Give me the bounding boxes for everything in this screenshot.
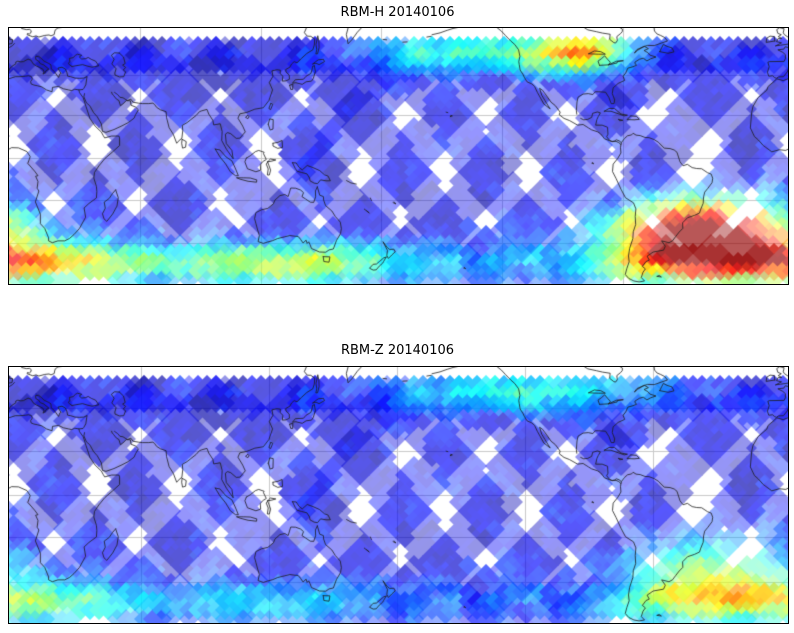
map-canvas-rbm-h [8, 27, 789, 285]
panel-title-rbm-z: RBM-Z 20140106 [340, 343, 455, 358]
panel-title-rbm-h: RBM-H 20140106 [340, 5, 455, 20]
map-canvas-rbm-z [8, 366, 789, 624]
